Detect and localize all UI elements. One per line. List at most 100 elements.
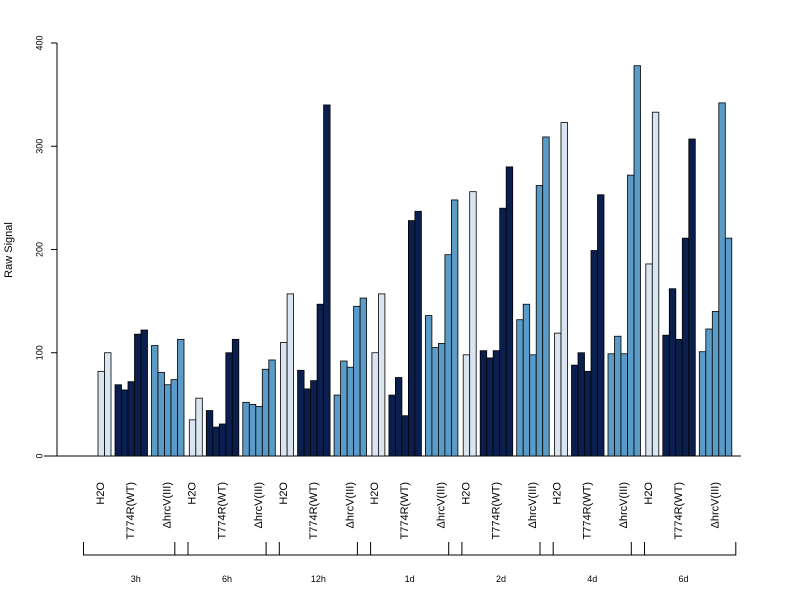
category-label: T774R(WT): [125, 482, 137, 539]
bar: [651, 111, 660, 457]
category-label: ΔhrcV(III): [162, 482, 174, 528]
category-label: T774R(WT): [490, 482, 502, 539]
bar: [407, 220, 416, 457]
y-tick-label: 200: [34, 242, 44, 257]
bar: [486, 357, 494, 457]
bar: [195, 397, 203, 457]
bar: [705, 328, 713, 457]
bar: [662, 334, 670, 457]
category-label: H2O: [460, 482, 472, 505]
bar: [310, 380, 318, 457]
category-label: ΔhrcV(III): [253, 482, 265, 528]
bar: [114, 384, 122, 457]
category-label: ΔhrcV(III): [709, 482, 721, 528]
bar: [577, 352, 585, 457]
bar: [255, 406, 263, 457]
bar: [268, 359, 276, 457]
group-label: 3h: [131, 574, 141, 584]
y-tick-label: 300: [34, 139, 44, 154]
group-bracket: [539, 542, 645, 556]
y-tick-label: 400: [34, 35, 44, 50]
bar: [469, 191, 477, 457]
bar: [151, 345, 159, 457]
bar: [225, 352, 233, 457]
bar: [340, 360, 348, 457]
group-bracket: [448, 542, 554, 556]
category-label: H2O: [643, 482, 655, 505]
bar: [323, 104, 331, 457]
bar: [359, 297, 368, 457]
category-label: H2O: [369, 482, 381, 505]
y-tick-label: 0: [34, 453, 44, 458]
group-bracket: [356, 542, 463, 556]
bar: [492, 350, 501, 457]
bar: [164, 384, 172, 457]
bar: [303, 388, 312, 457]
bar: [516, 319, 524, 457]
bar: [614, 335, 622, 457]
category-label: T774R(WT): [399, 482, 411, 539]
bar: [248, 403, 257, 457]
group-label: 12h: [311, 574, 326, 584]
bar: [157, 371, 165, 457]
bar: [188, 419, 197, 457]
bar: [505, 166, 514, 457]
bar: [450, 199, 459, 457]
bar: [681, 237, 690, 457]
bar: [353, 305, 361, 457]
bar: [401, 415, 409, 457]
group-bracket: [83, 542, 189, 556]
category-label: T774R(WT): [582, 482, 594, 539]
bar: [698, 351, 707, 457]
group-label: 1d: [405, 574, 415, 584]
group-label: 6d: [679, 574, 689, 584]
bar: [675, 338, 683, 457]
group-brackets: 3h 6h 12h 1d 2d 4d 6d: [83, 542, 737, 584]
category-label: H2O: [186, 482, 198, 505]
bars: [97, 65, 733, 457]
bar: [607, 353, 615, 457]
bar: [529, 354, 537, 457]
group-bracket: [174, 542, 280, 556]
bar: [377, 293, 386, 457]
category-label: ΔhrcV(III): [436, 482, 448, 528]
bar: [718, 102, 726, 457]
bar: [424, 315, 433, 457]
bar: [177, 338, 185, 457]
group-label: 4d: [587, 574, 597, 584]
y-axis-label: Raw Signal: [3, 222, 15, 278]
bar: [388, 394, 396, 457]
bar: [394, 377, 403, 457]
bar: [437, 343, 446, 457]
bar: [462, 354, 471, 457]
bar: [97, 370, 105, 457]
bar: [140, 329, 148, 457]
category-label: ΔhrcV(III): [527, 482, 539, 528]
y-tick-label: 100: [34, 345, 44, 360]
bar: [205, 410, 214, 457]
bar: [297, 369, 305, 457]
bar: [711, 311, 720, 457]
bar: [371, 352, 379, 457]
group-label: 6h: [222, 574, 232, 584]
bar: [134, 333, 142, 457]
bar: [479, 350, 488, 457]
bar: [127, 381, 135, 457]
bar: [571, 364, 579, 457]
bar: [633, 65, 641, 457]
bar: [121, 389, 129, 457]
bar: [104, 352, 112, 457]
bar: [499, 207, 507, 457]
category-label: T774R(WT): [673, 482, 685, 539]
bar: [542, 136, 550, 457]
category-label: T774R(WT): [216, 482, 228, 539]
category-label: H2O: [278, 482, 290, 505]
category-label: H2O: [552, 482, 564, 505]
bar: [597, 194, 605, 457]
bar: [522, 303, 531, 457]
bar: [346, 366, 355, 457]
bar: [286, 293, 295, 457]
bar: [242, 401, 250, 457]
bar: [590, 250, 598, 457]
